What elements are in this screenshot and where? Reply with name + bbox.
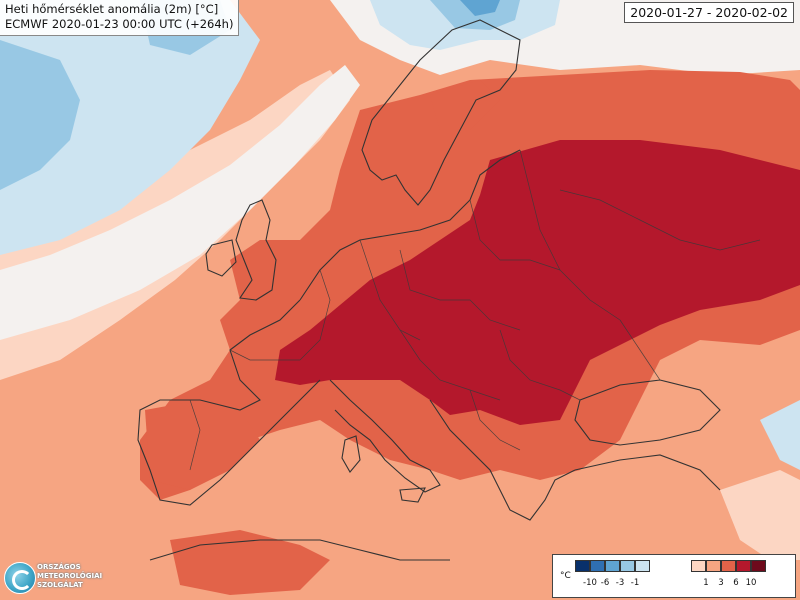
omsz-logo-text: ORSZÁGOS METEOROLÓGIAI SZOLGÁLAT — [37, 563, 103, 589]
legend-tick: -1 — [630, 578, 640, 588]
legend-swatch-warm-2 — [706, 560, 721, 572]
legend-swatch-cold-1 — [575, 560, 590, 572]
omsz-logo: ORSZÁGOS METEOROLÓGIAI SZOLGÁLAT — [4, 561, 103, 595]
anomaly-warm-patch-north — [430, 80, 500, 130]
legend-tick: 1 — [703, 578, 709, 588]
legend-swatch-cold-3 — [605, 560, 620, 572]
legend-swatch-cold-5 — [635, 560, 650, 572]
anomaly-warm-patch-spain — [145, 400, 260, 490]
anomaly-cold-se — [760, 400, 800, 470]
legend-unit: °C — [560, 571, 571, 581]
anomaly-neutral-atlantic — [0, 65, 360, 340]
legend-tick: 10 — [745, 578, 757, 588]
legend-swatch-cold-2 — [590, 560, 605, 572]
legend-swatch-warm-1 — [691, 560, 706, 572]
omsz-logo-icon — [4, 562, 36, 594]
map-title-line2: ECMWF 2020-01-23 00:00 UTC (+264h) — [5, 17, 234, 31]
legend-tick: -10 — [583, 578, 597, 588]
anomaly-light-se — [720, 470, 800, 560]
coastlines — [137, 19, 721, 561]
legend-swatch-warm-3 — [721, 560, 736, 572]
anomaly-strong-east — [275, 140, 800, 425]
anomaly-cold-west — [0, 0, 260, 255]
anomaly-warm-patch-africa — [170, 530, 330, 595]
date-range-label: 2020-01-27 - 2020-02-02 — [624, 2, 794, 23]
legend-tick: 6 — [733, 578, 739, 588]
anomaly-cold-west-core — [0, 40, 80, 190]
borders — [189, 149, 761, 471]
map-title: Heti hőmérséklet anomália (2m) [°C] ECMW… — [0, 0, 240, 36]
legend-tick: 3 — [718, 578, 724, 588]
legend-swatch-cold-4 — [620, 560, 635, 572]
map-title-line1: Heti hőmérséklet anomália (2m) [°C] — [5, 2, 219, 16]
legend-swatch-warm-5 — [751, 560, 766, 572]
anomaly-cold-north-deep — [460, 0, 500, 16]
legend-swatch-warm-4 — [736, 560, 751, 572]
legend-tick: -6 — [600, 578, 610, 588]
color-legend: °C -10 -6 -3 -1 1 3 6 10 — [552, 554, 796, 598]
legend-tick: -3 — [615, 578, 625, 588]
